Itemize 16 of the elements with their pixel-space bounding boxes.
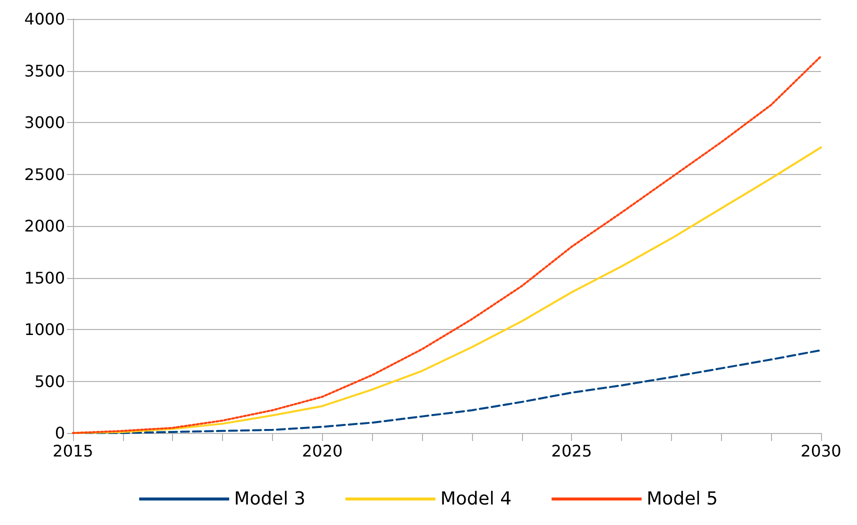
x-tick-label: 2030 [800,442,842,460]
y-tick-label: 0 [54,424,65,442]
legend-label: Model 4 [440,488,512,510]
legend-label: Model 3 [234,488,306,510]
y-tick-label: 500 [34,372,65,391]
y-tick-label: 2000 [24,216,65,236]
y-tick-label: 1000 [24,320,65,339]
x-tick-label: 2015 [52,442,94,460]
x-tick-label: 2020 [302,442,343,460]
y-tick-label: 3500 [24,61,65,80]
y-tick-label: 4000 [24,10,65,28]
y-tick-label: 2500 [24,164,65,184]
y-tick-label: 3000 [24,113,65,132]
x-tick-label: 2025 [551,442,592,460]
y-tick-label: 1500 [24,268,65,288]
legend-label: Model 5 [646,488,718,510]
